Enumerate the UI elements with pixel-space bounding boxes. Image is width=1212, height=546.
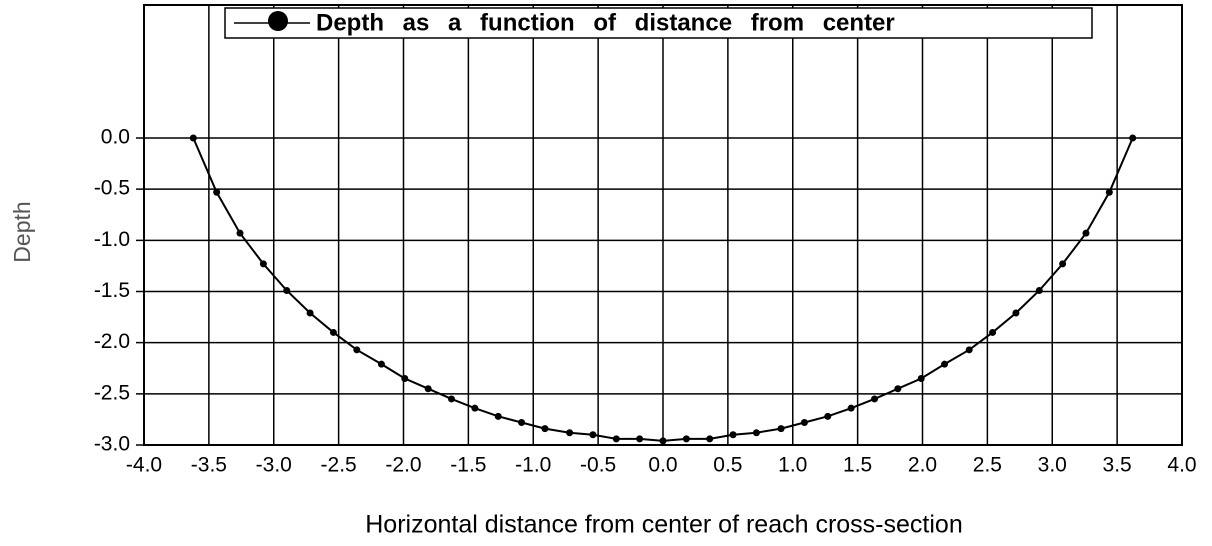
- x-tick-label: -3.5: [191, 454, 227, 477]
- y-tick-label: -2.5: [94, 381, 130, 404]
- x-tick-label: -2.0: [385, 454, 421, 477]
- point: [1059, 260, 1067, 268]
- point: [847, 404, 855, 412]
- point: [377, 360, 385, 368]
- x-tick-label: 3.0: [1038, 454, 1067, 477]
- point: [894, 385, 902, 393]
- point: [353, 346, 361, 354]
- point: [1105, 188, 1113, 196]
- legend-label: Depth as a function of distance from cen…: [316, 9, 895, 36]
- point: [471, 404, 479, 412]
- x-tick-label: 0.0: [648, 454, 677, 477]
- x-tick-label: -0.5: [580, 454, 616, 477]
- point: [941, 360, 949, 368]
- point: [682, 435, 690, 443]
- point: [800, 418, 808, 426]
- point: [448, 395, 456, 403]
- point: [659, 437, 667, 445]
- point: [777, 425, 785, 433]
- x-tick-label: -4.0: [126, 454, 162, 477]
- y-tick-label: -1.0: [94, 228, 130, 251]
- point: [189, 134, 197, 142]
- x-tick-label: 2.0: [908, 454, 937, 477]
- legend-box: [224, 7, 1093, 39]
- point: [213, 188, 221, 196]
- point: [589, 431, 597, 439]
- point: [965, 346, 973, 354]
- x-axis-label: Horizontal distance from center of reach…: [365, 511, 962, 539]
- point: [259, 260, 267, 268]
- point: [729, 431, 737, 439]
- y-axis-label: Depth: [9, 201, 35, 262]
- y-tick-label: -2.0: [94, 330, 130, 353]
- point: [329, 328, 337, 336]
- x-tick-label: -1.5: [450, 454, 486, 477]
- x-tick-label: 1.5: [843, 454, 872, 477]
- point: [494, 412, 502, 420]
- point: [1012, 309, 1020, 317]
- point: [706, 435, 714, 443]
- point: [1129, 134, 1137, 142]
- y-tick-label: -1.5: [94, 279, 130, 302]
- x-tick-label: 1.0: [778, 454, 807, 477]
- point: [518, 418, 526, 426]
- point: [424, 385, 432, 393]
- point: [917, 374, 925, 382]
- point: [824, 412, 832, 420]
- point: [566, 429, 574, 437]
- point: [636, 435, 644, 443]
- point: [283, 286, 291, 294]
- x-tick-label: 3.5: [1103, 454, 1132, 477]
- point: [541, 425, 549, 433]
- point: [870, 395, 878, 403]
- x-tick-label: 2.5: [973, 454, 1002, 477]
- y-tick-label: -0.5: [94, 177, 130, 200]
- x-tick-label: 0.5: [713, 454, 742, 477]
- x-tick-label: -1.0: [515, 454, 551, 477]
- point: [1082, 229, 1090, 237]
- point: [401, 374, 409, 382]
- point: [989, 328, 997, 336]
- legend-marker: [268, 11, 288, 31]
- y-tick-label: 0.0: [101, 126, 130, 149]
- point: [612, 435, 620, 443]
- x-tick-label: -3.0: [256, 454, 292, 477]
- point: [1035, 286, 1043, 294]
- point: [306, 309, 314, 317]
- point: [236, 229, 244, 237]
- x-tick-label: 4.0: [1167, 454, 1196, 477]
- y-tick-label: -3.0: [94, 433, 130, 456]
- x-tick-label: -2.5: [321, 454, 357, 477]
- point: [752, 429, 760, 437]
